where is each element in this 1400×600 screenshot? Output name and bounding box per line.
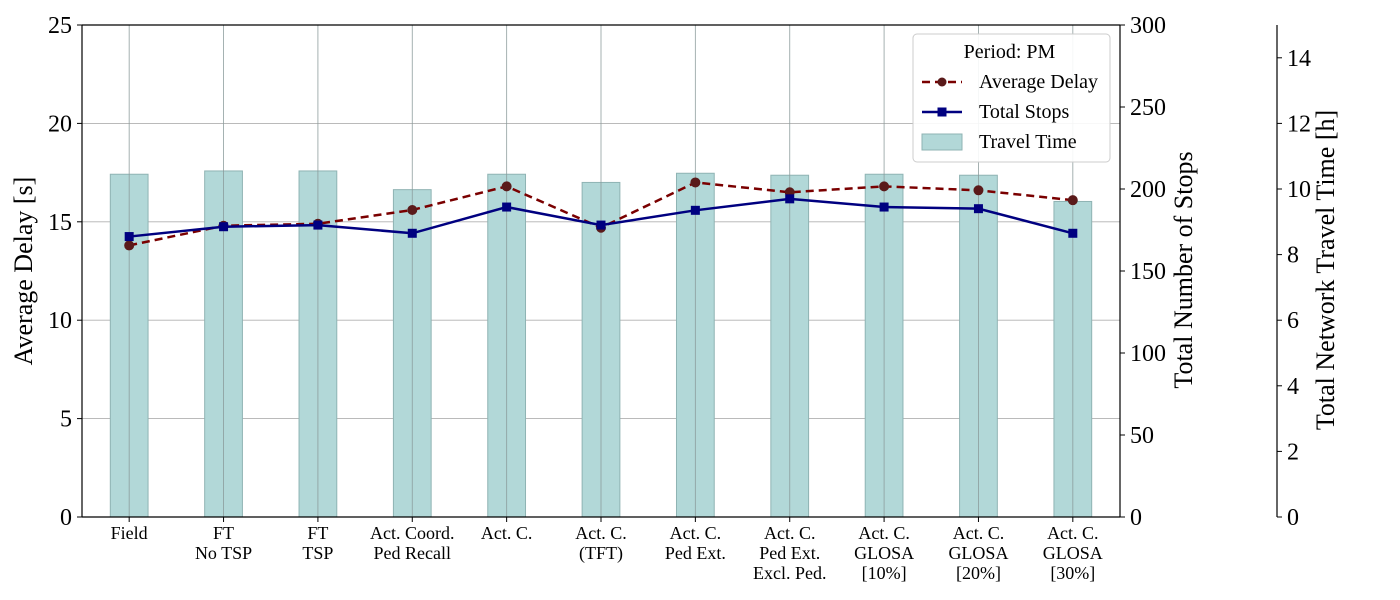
right-tick-label: 0	[1130, 505, 1142, 531]
left-tick-label: 5	[60, 407, 72, 433]
legend-label-average-delay: Average Delay	[979, 71, 1098, 93]
total-stops-marker	[1068, 228, 1078, 238]
x-tick-label: FT	[307, 523, 328, 543]
far-right-tick-label: 2	[1287, 439, 1299, 465]
right-tick-label: 100	[1130, 341, 1166, 367]
x-tick-label: Act. C.	[764, 523, 816, 543]
right-tick-label: 50	[1130, 423, 1154, 449]
right-axis-label: Total Number of Stops	[1169, 151, 1198, 388]
x-tick-label: FT	[213, 523, 234, 543]
x-tick-label: [30%]	[1050, 563, 1095, 583]
x-tick-label: No TSP	[195, 543, 252, 563]
right-tick-label: 300	[1130, 13, 1166, 39]
right-tick-label: 250	[1130, 95, 1166, 121]
x-tick-label: Field	[111, 523, 148, 543]
far-right-tick-label: 4	[1287, 374, 1299, 400]
legend: Period: PM Average Delay Total Stops Travel…	[912, 33, 1111, 163]
legend-marker-average-delay	[937, 77, 947, 87]
left-axis-label: Average Delay [s]	[9, 177, 38, 366]
x-tick-label: Act. C.	[1047, 523, 1099, 543]
x-tick-label: Act. C.	[670, 523, 722, 543]
average-delay-marker	[1067, 195, 1078, 206]
x-tick-label: Ped Ext.	[665, 543, 726, 563]
average-delay-marker	[973, 185, 984, 196]
average-delay-marker	[124, 240, 135, 251]
far-right-tick-label: 6	[1287, 308, 1299, 334]
right-tick-label: 200	[1130, 177, 1166, 203]
far-right-tick-label: 14	[1287, 46, 1311, 72]
x-tick-label: TSP	[302, 543, 333, 563]
far-right-tick-label: 0	[1287, 505, 1299, 531]
total-stops-marker	[502, 202, 512, 212]
far-right-tick-label: 12	[1287, 111, 1311, 137]
total-stops-marker	[219, 222, 229, 232]
x-tick-label: Act. Coord.	[370, 523, 455, 543]
legend-marker-total-stops	[937, 107, 947, 117]
x-tick-label: Act. C.	[858, 523, 910, 543]
legend-swatch-travel-time	[921, 133, 963, 151]
left-tick-label: 20	[48, 111, 72, 137]
x-tick-label: Act. C.	[953, 523, 1005, 543]
total-stops-marker	[973, 204, 983, 214]
total-stops-marker	[407, 228, 417, 238]
left-tick-label: 25	[48, 13, 72, 39]
left-tick-label: 10	[48, 308, 72, 334]
x-tick-label: Act. C.	[575, 523, 627, 543]
total-stops-marker	[313, 220, 323, 230]
x-tick-label: (TFT)	[579, 543, 623, 564]
legend-box	[912, 33, 1111, 163]
right-tick-label: 150	[1130, 259, 1166, 285]
left-tick-label: 0	[60, 505, 72, 531]
total-stops-marker	[879, 202, 889, 212]
legend-label-travel-time: Travel Time	[979, 131, 1077, 153]
vertical-grid-lines	[128, 25, 1074, 517]
x-tick-label: [20%]	[956, 563, 1001, 583]
average-delay-marker	[407, 204, 418, 215]
line-series	[124, 177, 1078, 251]
axes: 051015202505010015020025030002468101214F…	[9, 13, 1340, 583]
legend-label-total-stops: Total Stops	[979, 101, 1069, 123]
total-stops-marker	[785, 194, 795, 204]
average-delay-marker	[879, 181, 890, 192]
x-tick-label: GLOSA	[948, 543, 1008, 563]
total-stops-marker	[124, 232, 134, 242]
x-tick-label: GLOSA	[854, 543, 914, 563]
x-tick-label: Ped Recall	[374, 543, 451, 563]
far-right-tick-label: 10	[1287, 177, 1311, 203]
far-right-tick-label: 8	[1287, 243, 1299, 269]
x-tick-label: Excl. Ped.	[753, 563, 827, 583]
left-tick-label: 15	[48, 210, 72, 236]
average-delay-marker	[501, 181, 512, 192]
x-tick-label: [10%]	[862, 563, 907, 583]
average-delay-marker	[690, 177, 701, 188]
x-tick-label: GLOSA	[1043, 543, 1103, 563]
far-right-axis-label: Total Network Travel Time [h]	[1311, 110, 1340, 430]
legend-title: Period: PM	[964, 41, 1056, 63]
total-stops-marker	[690, 205, 700, 215]
total-stops-marker	[596, 220, 606, 230]
x-tick-label: Act. C.	[481, 523, 533, 543]
x-tick-label: Ped Ext.	[759, 543, 820, 563]
